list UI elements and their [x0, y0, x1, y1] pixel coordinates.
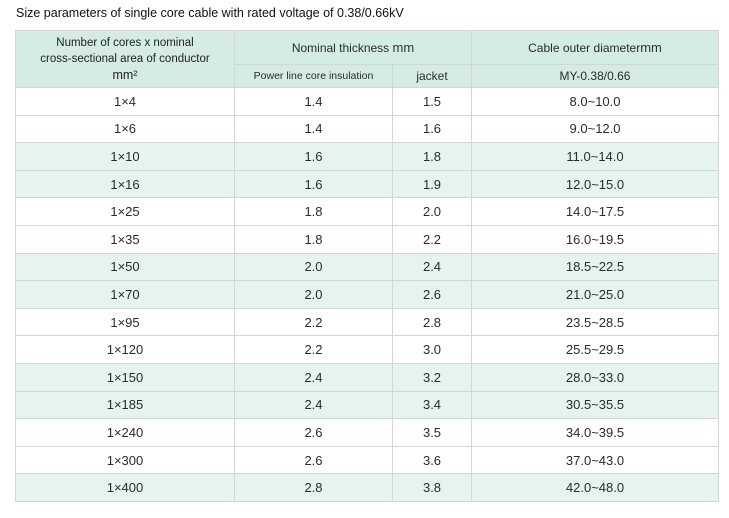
- table-body: 1×4 1.4 1.5 8.0~10.0 1×6 1.4 1.6 9.0~12.0 1×10 1.…: [15, 87, 720, 502]
- header-nominal-thickness-unit: mm: [392, 40, 415, 55]
- cell-size: 1×16: [15, 169, 235, 199]
- table-row: 1×50 2.0 2.4 18.5~22.5: [15, 252, 720, 282]
- cell-size: 1×25: [15, 197, 235, 226]
- cell-size: 1×50: [15, 252, 235, 282]
- cell-size: 1×6: [15, 114, 235, 144]
- cell-insulation: 1.6: [234, 169, 393, 199]
- cable-size-table: Number of cores x nominal cross-sectiona…: [15, 30, 720, 502]
- cell-insulation: 1.8: [234, 224, 393, 254]
- cell-insulation: 2.0: [234, 280, 393, 309]
- header-cores-line1: Number of cores x nominal: [56, 37, 194, 49]
- cell-insulation: 1.4: [234, 87, 393, 116]
- table-row: 1×70 2.0 2.6 21.0~25.0: [15, 280, 720, 309]
- cell-size: 1×240: [15, 418, 235, 447]
- cell-diameter: 18.5~22.5: [471, 252, 720, 282]
- table-row: 1×10 1.6 1.8 11.0~14.0: [15, 142, 720, 171]
- cell-jacket: 3.6: [391, 445, 473, 475]
- table-row: 1×400 2.8 3.8 42.0~48.0: [15, 473, 720, 502]
- cell-diameter: 11.0~14.0: [471, 142, 720, 171]
- cell-insulation: 2.6: [234, 418, 393, 447]
- table-row: 1×6 1.4 1.6 9.0~12.0: [15, 114, 720, 144]
- cell-insulation: 1.4: [234, 114, 393, 144]
- cell-jacket: 3.2: [391, 362, 473, 392]
- cell-diameter: 37.0~43.0: [471, 445, 720, 475]
- cell-jacket: 3.0: [391, 335, 473, 364]
- header-outer-diameter-label: Cable outer diameter: [528, 41, 641, 55]
- cell-size: 1×300: [15, 445, 235, 475]
- cell-jacket: 2.2: [391, 224, 473, 254]
- cell-jacket: 1.8: [391, 142, 473, 171]
- cell-jacket: 2.6: [391, 280, 473, 309]
- cell-jacket: 3.5: [391, 418, 473, 447]
- cell-insulation: 2.2: [234, 335, 393, 364]
- cell-jacket: 1.5: [391, 87, 473, 116]
- header-cores-unit: mm²: [112, 68, 138, 82]
- table-row: 1×120 2.2 3.0 25.5~29.5: [15, 335, 720, 364]
- cell-diameter: 23.5~28.5: [471, 307, 720, 337]
- cell-jacket: 2.0: [391, 197, 473, 226]
- table-row: 1×95 2.2 2.8 23.5~28.5: [15, 307, 720, 337]
- cell-size: 1×400: [15, 473, 235, 502]
- cell-diameter: 30.5~35.5: [471, 390, 720, 420]
- cell-jacket: 2.4: [391, 252, 473, 282]
- cell-jacket: 1.6: [391, 114, 473, 144]
- table-row: 1×25 1.8 2.0 14.0~17.5: [15, 197, 720, 226]
- cell-diameter: 25.5~29.5: [471, 335, 720, 364]
- header-model: MY-0.38/0.66: [471, 64, 720, 88]
- table-row: 1×300 2.6 3.6 37.0~43.0: [15, 445, 720, 475]
- cell-insulation: 2.0: [234, 252, 393, 282]
- cell-diameter: 14.0~17.5: [471, 197, 720, 226]
- cell-size: 1×120: [15, 335, 235, 364]
- cell-size: 1×185: [15, 390, 235, 420]
- table-row: 1×16 1.6 1.9 12.0~15.0: [15, 169, 720, 199]
- header-nominal-thickness-label: Nominal thickness: [291, 41, 390, 55]
- cell-size: 1×10: [15, 142, 235, 171]
- header-jacket: jacket: [391, 64, 473, 88]
- cell-insulation: 2.4: [234, 362, 393, 392]
- cell-diameter: 16.0~19.5: [471, 224, 720, 254]
- cell-size: 1×150: [15, 362, 235, 392]
- cell-insulation: 2.2: [234, 307, 393, 337]
- table-row: 1×35 1.8 2.2 16.0~19.5: [15, 224, 720, 254]
- cell-insulation: 2.6: [234, 445, 393, 475]
- cell-diameter: 9.0~12.0: [471, 114, 720, 144]
- header-outer-diameter: Cable outer diametermm: [471, 30, 720, 65]
- cell-jacket: 2.8: [391, 307, 473, 337]
- table-row: 1×150 2.4 3.2 28.0~33.0: [15, 362, 720, 392]
- table-header: Number of cores x nominal cross-sectiona…: [15, 30, 720, 88]
- cell-size: 1×95: [15, 307, 235, 337]
- header-cores-area: Number of cores x nominal cross-sectiona…: [15, 30, 235, 88]
- cell-jacket: 1.9: [391, 169, 473, 199]
- header-cores-line2: cross-sectional area of conductor: [40, 53, 210, 65]
- cell-insulation: 2.4: [234, 390, 393, 420]
- header-nominal-thickness: Nominal thickness mm: [233, 30, 473, 65]
- cell-jacket: 3.4: [391, 390, 473, 420]
- cell-diameter: 21.0~25.0: [471, 280, 720, 309]
- table-row: 1×4 1.4 1.5 8.0~10.0: [15, 87, 720, 116]
- cell-insulation: 2.8: [234, 473, 393, 502]
- cell-diameter: 28.0~33.0: [471, 362, 720, 392]
- cell-insulation: 1.6: [234, 142, 393, 171]
- cell-size: 1×70: [15, 280, 235, 309]
- cell-diameter: 8.0~10.0: [471, 87, 720, 116]
- cell-insulation: 1.8: [234, 197, 393, 226]
- cell-diameter: 42.0~48.0: [471, 473, 720, 502]
- cell-diameter: 12.0~15.0: [471, 169, 720, 199]
- header-outer-diameter-unit: mm: [640, 40, 662, 55]
- page-title: Size parameters of single core cable wit…: [16, 6, 404, 20]
- cell-size: 1×4: [15, 87, 235, 116]
- table-row: 1×240 2.6 3.5 34.0~39.5: [15, 418, 720, 447]
- header-insulation: Power line core insulation: [234, 64, 393, 88]
- cell-jacket: 3.8: [391, 473, 473, 502]
- cell-size: 1×35: [15, 224, 235, 254]
- cell-diameter: 34.0~39.5: [471, 418, 720, 447]
- table-row: 1×185 2.4 3.4 30.5~35.5: [15, 390, 720, 420]
